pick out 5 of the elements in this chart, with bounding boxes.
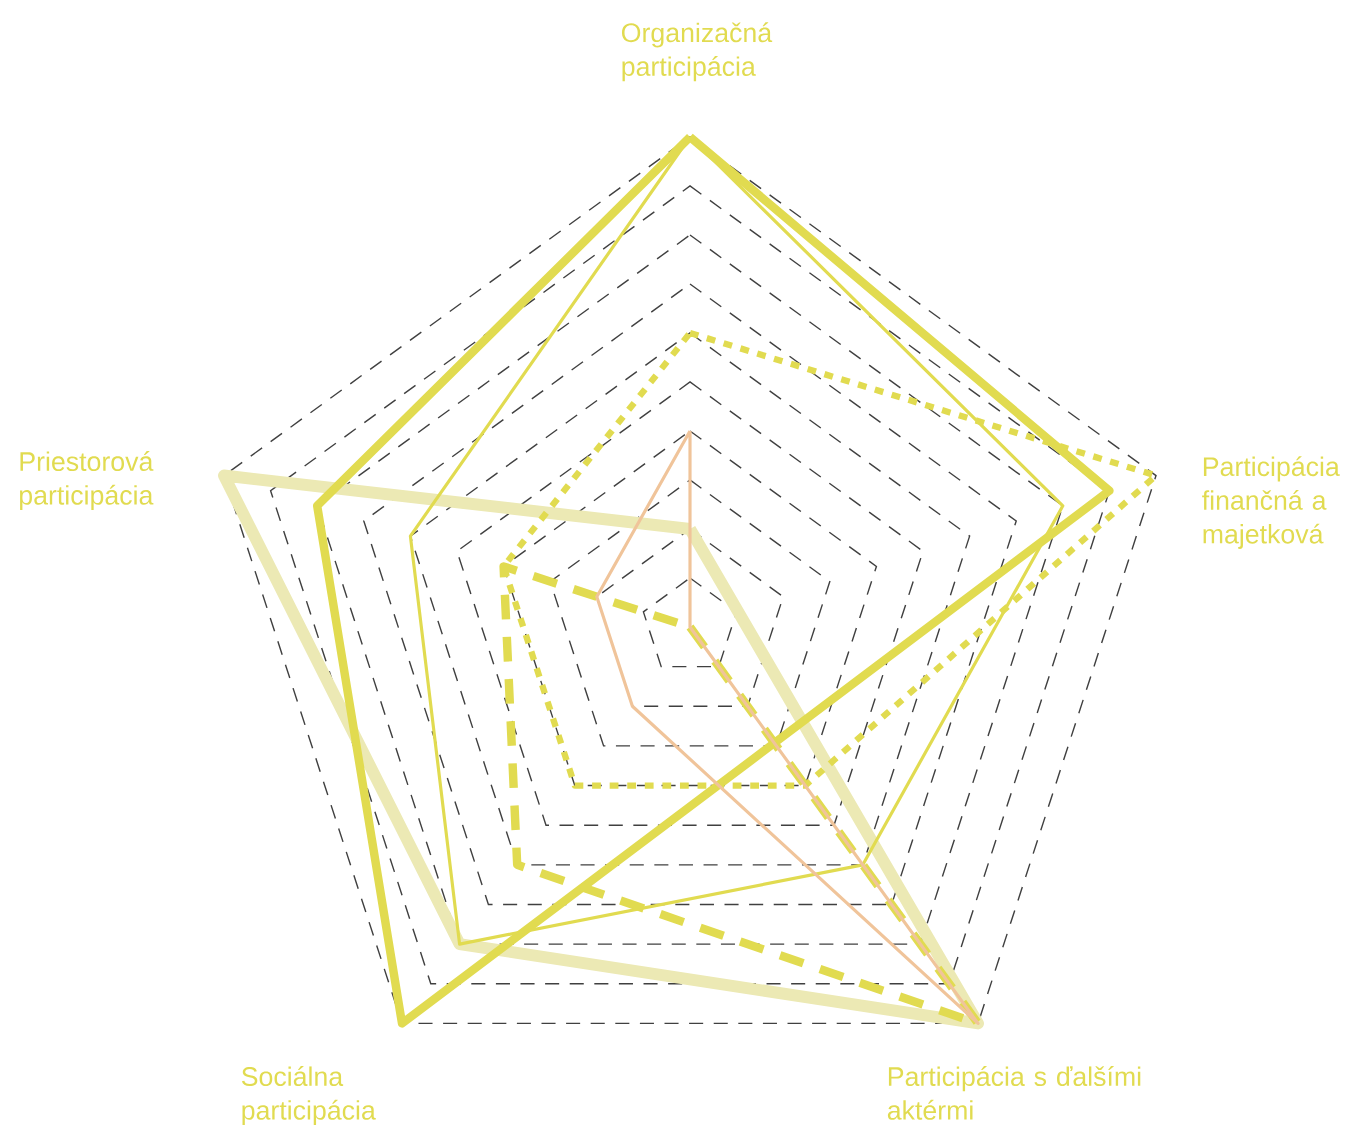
spoke-label: Participácia finančná a majetková — [1202, 456, 1340, 549]
spoke-label: Priestorová participácia — [19, 451, 154, 511]
spoke-label: Sociálna participácia — [241, 1066, 376, 1126]
spoke-label: Organizačná participácia — [621, 22, 773, 82]
spoke-label: Participácia s ďalšími aktérmi — [887, 1066, 1141, 1120]
